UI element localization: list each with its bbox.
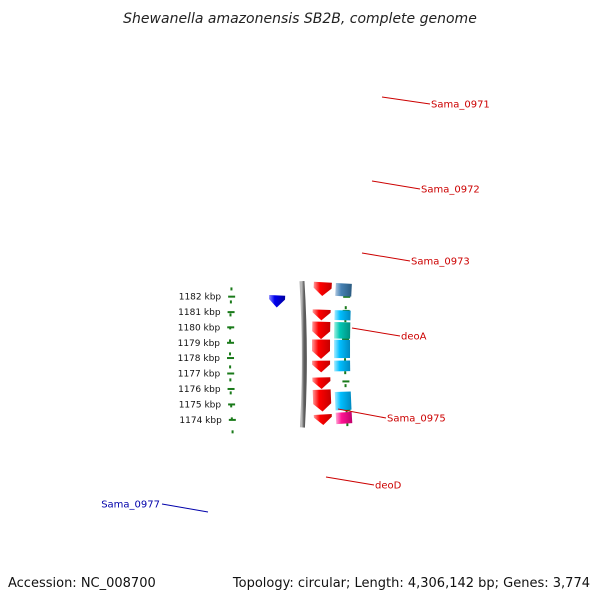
- gene-label-sama_0977: Sama_0977: [101, 500, 160, 511]
- forward-cds-arrow: [312, 360, 331, 373]
- forward-cds-arrow: [312, 377, 331, 390]
- inner-scale-dot: [229, 339, 232, 343]
- genome-summary-text: Topology: circular; Length: 4,306,142 bp…: [232, 576, 590, 591]
- scale-tick-label: 1181 kbp: [178, 308, 221, 318]
- scale-tick-label: 1179 kbp: [178, 339, 221, 349]
- forward-cds-arrow: [312, 339, 331, 359]
- outer-scale-dot: [345, 410, 348, 414]
- forward-feature: [334, 310, 351, 321]
- leader-sama_0971: [381, 96, 431, 105]
- leader-deoD: [325, 476, 375, 486]
- gene-label-deoA: deoA: [401, 332, 427, 343]
- inner-scale-dot: [229, 378, 232, 382]
- scale-tick-label: 1178 kbp: [178, 354, 221, 364]
- gene-labels: Sama_0971 Sama_0972 Sama_0973 deoA Sama_0975…: [101, 100, 490, 511]
- outer-scale-dot: [344, 358, 347, 362]
- forward-feature-steel: [335, 283, 352, 297]
- scale-tick-label: 1175 kbp: [179, 400, 222, 410]
- leader-sama_0975: [337, 408, 387, 419]
- reverse-cds-arrow: [269, 295, 286, 308]
- scale-tick-label: 1182 kbp: [179, 293, 222, 303]
- backbone: [299, 280, 307, 428]
- inner-scale-dot: [229, 300, 232, 304]
- forward-cds-arrow: [313, 281, 332, 296]
- gene-label-sama_0973: Sama_0973: [411, 257, 470, 268]
- leader-deoA: [351, 327, 401, 337]
- inner-scale-dot: [229, 365, 232, 369]
- map-title: Shewanella amazonensis SB2B, complete ge…: [123, 11, 477, 27]
- scale-dots: [229, 287, 349, 434]
- inner-scale-dot: [229, 313, 232, 317]
- scale-tick-label: 1174 kbp: [179, 416, 222, 426]
- scale-tick-label: 1180 kbp: [178, 323, 221, 333]
- feature-track: [269, 281, 353, 425]
- gene-label-sama_0971: Sama_0971: [431, 100, 490, 111]
- scale-tick-label: 1177 kbp: [178, 370, 221, 380]
- forward-feature-alt: [334, 322, 351, 339]
- inner-scale-dot: [230, 417, 233, 421]
- inner-scale-dot: [230, 404, 233, 408]
- forward-cds-arrow: [312, 321, 331, 340]
- accession-text: Accession: NC_008700: [8, 576, 156, 591]
- backbone-line: [299, 280, 307, 428]
- gene-label-sama_0972: Sama_0972: [421, 185, 480, 196]
- inner-scale-dot: [230, 287, 233, 291]
- forward-feature: [334, 391, 352, 411]
- leader-sama_0977: [161, 503, 209, 513]
- rna-feature: [335, 411, 353, 425]
- outer-scale-dot: [344, 384, 347, 388]
- leader-sama_0972: [371, 180, 421, 190]
- outer-scale-dot: [344, 371, 347, 375]
- label-leaders: [161, 96, 431, 513]
- forward-feature: [334, 339, 351, 359]
- scale-tick-label: 1176 kbp: [178, 385, 221, 395]
- outer-scale-dot: [344, 319, 347, 323]
- inner-scale-dot: [229, 352, 232, 356]
- outer-scale-dot: [344, 306, 347, 310]
- forward-cds-arrow: [312, 389, 332, 412]
- forward-cds-arrow: [312, 309, 331, 321]
- inner-scale-dot: [229, 391, 232, 395]
- gene-label-deoD: deoD: [375, 481, 402, 492]
- forward-feature: [334, 360, 351, 372]
- outer-scale-dot: [346, 423, 349, 427]
- inner-scale-dot: [231, 430, 234, 434]
- gene-label-sama_0975: Sama_0975: [387, 414, 446, 425]
- leader-sama_0973: [361, 252, 411, 262]
- forward-cds-arrow: [313, 414, 332, 425]
